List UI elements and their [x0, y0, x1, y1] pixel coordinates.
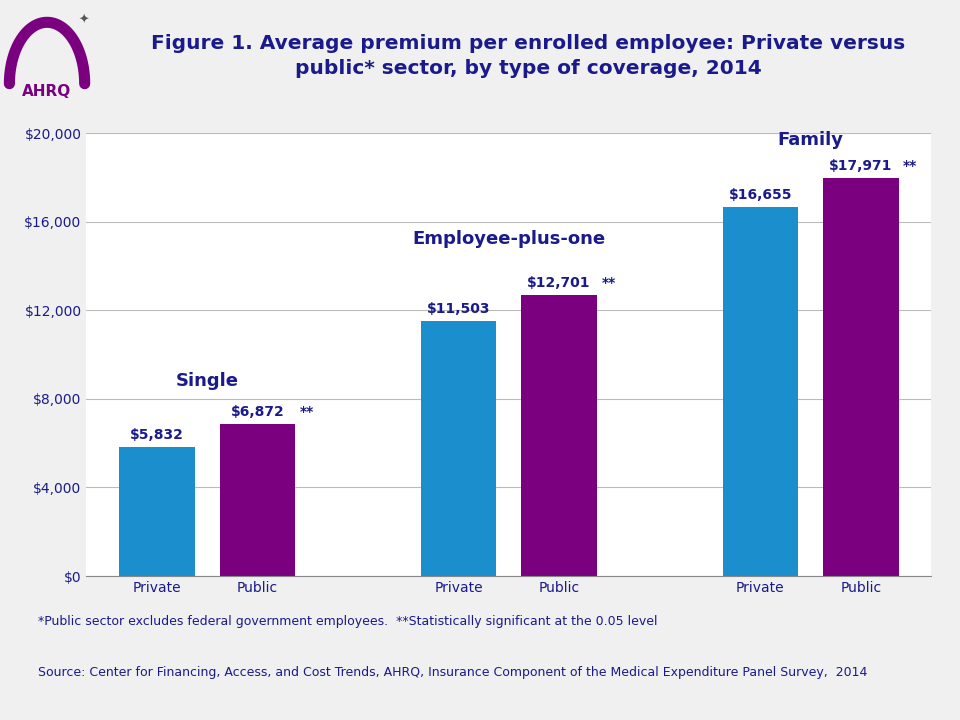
Text: Figure 1. Average premium per enrolled employee: Private versus
public* sector, : Figure 1. Average premium per enrolled e…	[151, 34, 905, 78]
Text: $12,701: $12,701	[527, 276, 590, 290]
Text: $16,655: $16,655	[729, 189, 792, 202]
Text: $17,971: $17,971	[829, 159, 893, 174]
Text: Employee-plus-one: Employee-plus-one	[412, 230, 606, 248]
Text: ✦: ✦	[78, 14, 88, 27]
Bar	[723, 207, 798, 576]
Bar	[823, 178, 899, 576]
Text: AHRQ: AHRQ	[22, 84, 72, 99]
Bar	[220, 424, 295, 576]
Bar	[420, 321, 496, 576]
Text: Source: Center for Financing, Access, and Cost Trends, AHRQ, Insurance Component: Source: Center for Financing, Access, an…	[38, 665, 868, 679]
Bar	[119, 447, 195, 576]
Text: **: **	[601, 276, 615, 290]
Text: **: **	[903, 159, 918, 174]
Text: $11,503: $11,503	[427, 302, 491, 317]
Text: Single: Single	[176, 372, 239, 390]
Text: $6,872: $6,872	[230, 405, 284, 419]
Text: Family: Family	[778, 131, 844, 149]
Text: $5,832: $5,832	[130, 428, 183, 442]
Text: **: **	[300, 405, 314, 419]
Text: *Public sector excludes federal government employees.  **Statistically significa: *Public sector excludes federal governme…	[38, 615, 658, 628]
Bar	[521, 294, 597, 576]
